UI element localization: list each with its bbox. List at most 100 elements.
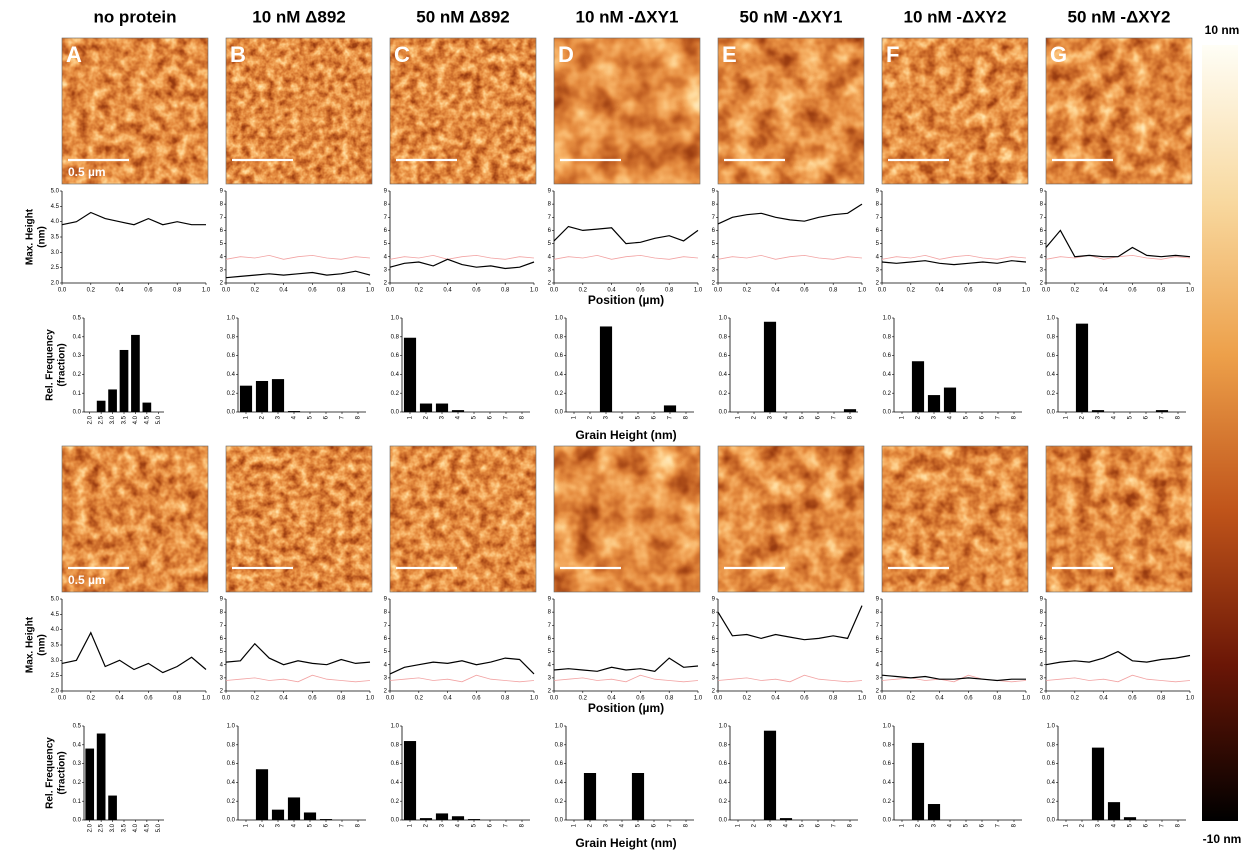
x-tick-label: 0.2	[251, 696, 260, 702]
x-tick-label: 5	[1128, 823, 1134, 827]
y-tick-label: 0.3	[73, 761, 82, 767]
y-tick-label: 9	[220, 189, 224, 195]
x-tick-label: 3	[440, 823, 446, 827]
y-tick-label: 0.0	[1047, 410, 1056, 416]
bar	[1155, 410, 1169, 412]
y-tick-label: 4	[548, 254, 552, 260]
x-tick-label: 2	[260, 823, 266, 827]
y-tick-label: 9	[876, 597, 880, 603]
afm-image	[226, 446, 372, 592]
x-tick-label: 4	[620, 415, 626, 419]
profile-line	[389, 254, 535, 260]
y-tick-label: 0.2	[227, 799, 236, 805]
x-tick-label: 4	[292, 415, 298, 419]
x-tick-label: 2	[752, 415, 758, 419]
x-tick-label: 1	[408, 823, 414, 827]
x-tick-label: 0.4	[443, 288, 452, 294]
y-tick-label: 4	[712, 254, 716, 260]
y-tick-label: 0.6	[391, 353, 400, 359]
x-tick-label: 6	[324, 415, 330, 419]
x-tick-label: 0.2	[1071, 288, 1080, 294]
column-title: 50 nM -ΔXY1	[740, 7, 843, 26]
y-tick-label: 0.6	[1047, 353, 1056, 359]
x-tick-label: 1.0	[202, 696, 211, 702]
y-tick-label: 0.2	[391, 799, 400, 805]
x-tick-label: 5	[472, 415, 478, 419]
grain-label: Grain Height (nm)	[575, 836, 676, 850]
y-tick-label: 0.4	[391, 780, 400, 786]
x-tick-label: 1.0	[1022, 288, 1031, 294]
profile-line	[553, 254, 699, 260]
y-tick-label: 0.6	[555, 761, 564, 767]
color-bar-top: 10 nm	[1205, 23, 1240, 37]
y-tick-label: 8	[384, 202, 388, 208]
y-tick-label: 2	[712, 281, 716, 287]
y-tick-label: 2	[876, 281, 880, 287]
y-tick-label: 0.8	[227, 334, 236, 340]
y-tick-label: 5.0	[51, 189, 60, 195]
image-border	[225, 37, 373, 185]
x-tick-label: 7	[1160, 415, 1166, 419]
y-tick-label: 9	[548, 189, 552, 195]
x-tick-label: 4.5	[144, 415, 150, 424]
y-tick-label: 1.0	[391, 316, 400, 322]
y-tick-label: 0.4	[73, 334, 82, 340]
y-tick-label: 0.5	[73, 316, 82, 322]
y-tick-label: 9	[712, 189, 716, 195]
x-tick-label: 0.0	[550, 696, 559, 702]
y-tick-label: 0.2	[719, 799, 728, 805]
x-tick-label: 2.0	[87, 823, 93, 832]
y-tick-label: 0.2	[391, 391, 400, 397]
x-tick-label: 1	[736, 415, 742, 419]
x-tick-label: 6	[980, 415, 986, 419]
x-tick-label: 6	[816, 415, 822, 419]
y-tick-label: 0.8	[391, 334, 400, 340]
x-tick-label: 0.0	[714, 696, 723, 702]
x-tick-label: 0.0	[222, 696, 231, 702]
y-tick-label: 5	[712, 649, 716, 655]
y-tick-label: 3.0	[51, 658, 60, 664]
x-tick-label: 1	[572, 415, 578, 419]
y-tick-label: 2	[220, 281, 224, 287]
y-tick-label: 2	[384, 281, 388, 287]
x-tick-label: 5	[308, 415, 314, 419]
y-tick-label: 2.0	[51, 689, 60, 695]
x-tick-label: 8	[848, 823, 854, 827]
x-tick-label: 4	[620, 823, 626, 827]
x-tick-label: 3	[768, 823, 774, 827]
bar	[911, 361, 925, 412]
afm-image	[1046, 446, 1192, 592]
y-tick-label: 3	[548, 267, 552, 273]
bar	[631, 773, 645, 820]
x-tick-label: 4	[784, 415, 790, 419]
y-tick-label: 0.6	[719, 761, 728, 767]
y-tick-label: 7	[384, 623, 388, 629]
x-tick-label: 5.0	[156, 415, 162, 424]
y-tick-label: 5	[384, 649, 388, 655]
y-tick-label: 6	[220, 228, 224, 234]
y-tick-label: 5	[712, 241, 716, 247]
panel-letter: D	[558, 42, 574, 67]
y-tick-label: 6	[876, 636, 880, 642]
profile-line	[225, 674, 371, 683]
x-tick-label: 6	[324, 823, 330, 827]
x-tick-label: 0.0	[58, 288, 67, 294]
x-tick-label: 7	[1160, 823, 1166, 827]
x-tick-label: 0.2	[907, 288, 916, 294]
x-tick-label: 7	[504, 415, 510, 419]
y-tick-label: 3.5	[51, 643, 60, 649]
y-tick-label: 0.2	[555, 391, 564, 397]
image-border	[717, 445, 865, 593]
y-tick-label: 9	[1040, 597, 1044, 603]
x-tick-label: 0.2	[1071, 696, 1080, 702]
bar	[96, 400, 106, 412]
profile-y-label: Max. Height	[25, 616, 36, 673]
y-tick-label: 0.0	[227, 818, 236, 824]
y-tick-label: 3	[220, 267, 224, 273]
x-tick-label: 6	[816, 823, 822, 827]
y-tick-label: 3	[384, 675, 388, 681]
hist-y-label: (fraction)	[57, 751, 68, 794]
x-tick-label: 4	[784, 823, 790, 827]
profile-line	[553, 657, 699, 672]
afm-image	[882, 446, 1028, 592]
